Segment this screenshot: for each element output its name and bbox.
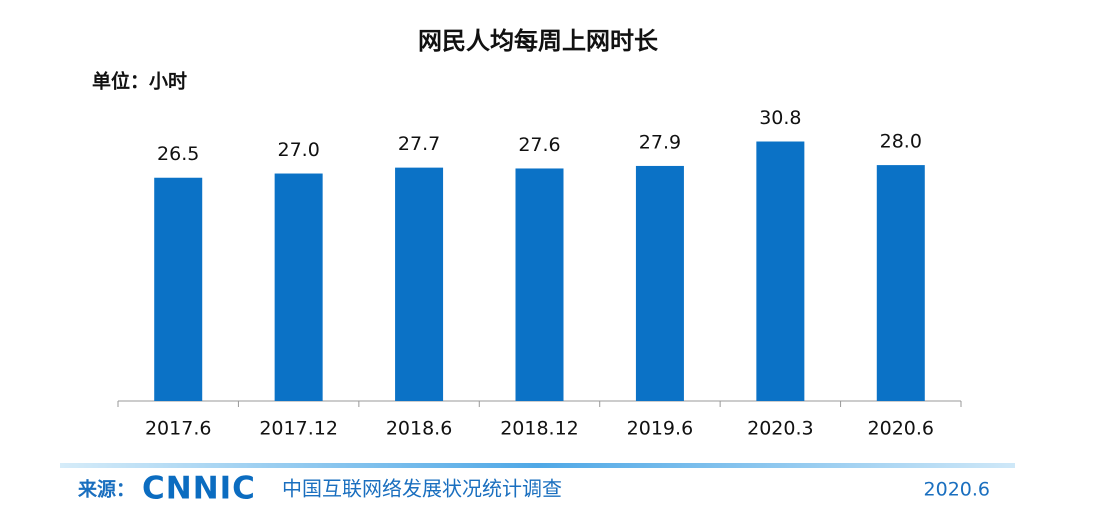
x-tick-label: 2019.6 [627, 418, 693, 440]
footer-survey: 中国互联网络发展状况统计调查 [282, 477, 562, 501]
bar [395, 167, 444, 401]
bar [635, 165, 684, 401]
x-tick-label: 2020.6 [868, 418, 934, 440]
data-label: 30.8 [759, 107, 801, 129]
footer-logo: CNNIC [142, 471, 256, 507]
chart-title: 网民人均每周上网时长 [418, 27, 659, 55]
x-tick-label: 2020.3 [747, 418, 813, 440]
footer-source: 来源： [78, 478, 135, 501]
bar [876, 165, 925, 401]
bar [154, 177, 203, 401]
bar [274, 173, 323, 401]
footer-rule [60, 463, 1015, 468]
data-label: 28.0 [880, 131, 922, 153]
x-tick-label: 2017.12 [259, 418, 338, 440]
data-label: 27.9 [639, 131, 681, 153]
x-tick-label: 2018.6 [386, 418, 452, 440]
unit-label: 单位：小时 [92, 70, 187, 93]
data-label: 27.6 [518, 134, 560, 156]
bar [756, 141, 805, 401]
bar [515, 168, 564, 401]
x-tick-label: 2017.6 [145, 418, 211, 440]
footer-date: 2020.6 [924, 479, 990, 501]
data-label: 27.0 [277, 139, 319, 161]
data-label: 27.7 [398, 133, 440, 155]
data-label: 26.5 [157, 143, 199, 165]
x-tick-label: 2018.12 [500, 418, 579, 440]
